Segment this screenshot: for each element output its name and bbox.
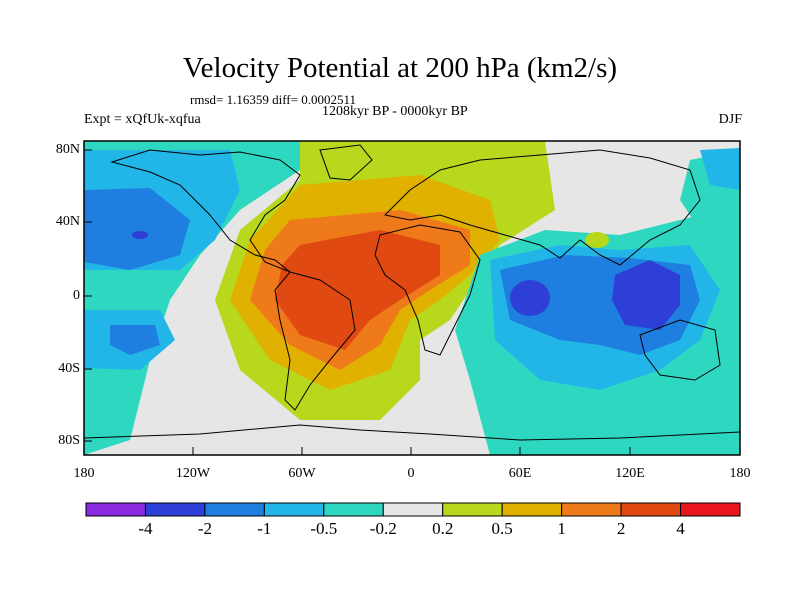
colorbar-swatch bbox=[501, 502, 563, 517]
map-frame bbox=[83, 140, 741, 456]
colorbar-swatch bbox=[323, 502, 384, 517]
colorbar-swatch bbox=[263, 502, 325, 517]
lon-tick-180e: 180 bbox=[729, 466, 751, 481]
north-pacific-blue bbox=[84, 188, 190, 270]
colorbar-label: -0.5 bbox=[310, 519, 338, 538]
north-pacific-core bbox=[132, 231, 148, 239]
colorbar-swatch bbox=[561, 502, 622, 517]
maritime-continent-core bbox=[612, 260, 680, 330]
lon-tick-120e: 120E bbox=[615, 466, 645, 481]
australia-coast bbox=[639, 319, 721, 381]
atlantic-red-core bbox=[275, 230, 440, 350]
experiment-label: Expt = xQfUk-xqfua bbox=[84, 112, 201, 127]
india-positive-pocket bbox=[585, 232, 609, 248]
colorbar-swatch bbox=[204, 502, 265, 517]
lon-tick-60e: 60E bbox=[508, 466, 532, 481]
colorbar-label: 1 bbox=[557, 519, 566, 538]
lon-tick-0: 0 bbox=[407, 466, 415, 481]
contour-field bbox=[84, 141, 740, 455]
colorbar-label: 4 bbox=[676, 519, 685, 538]
lon-tick-120w: 120W bbox=[175, 466, 211, 481]
colorbar-label: 0.2 bbox=[432, 519, 454, 538]
africa-coast bbox=[374, 224, 481, 356]
lon-tick-180w: 180 bbox=[73, 466, 95, 481]
lat-tick-80s: 80S bbox=[58, 433, 80, 448]
coastlines bbox=[84, 144, 740, 441]
south-america-coast bbox=[274, 271, 356, 411]
greenland-coast bbox=[319, 144, 373, 181]
colorbar-swatch bbox=[382, 502, 444, 517]
lat-tick-40n: 40N bbox=[55, 214, 80, 229]
colorbar-label: 0.5 bbox=[491, 519, 513, 538]
season-label: DJF bbox=[718, 112, 742, 127]
colorbar-label: -1 bbox=[257, 519, 272, 538]
colorbar-swatch bbox=[442, 502, 503, 517]
colorbar-label: -2 bbox=[197, 519, 212, 538]
colorbar bbox=[85, 502, 741, 517]
lat-tick-40s: 40S bbox=[58, 361, 80, 376]
east-asia-cyan bbox=[700, 148, 740, 190]
north-america-coast bbox=[110, 149, 301, 273]
colorbar-swatch bbox=[85, 502, 146, 517]
lon-tick-60w: 60W bbox=[288, 466, 316, 481]
colorbar-label: -4 bbox=[138, 519, 153, 538]
colorbar-swatch bbox=[680, 502, 741, 517]
colorbar-label: 2 bbox=[616, 519, 626, 538]
lat-tick-80n: 80N bbox=[55, 142, 80, 157]
lat-tick-0: 0 bbox=[73, 288, 80, 303]
west-indian-core bbox=[510, 280, 550, 316]
colorbar-label: -0.2 bbox=[369, 519, 397, 538]
colorbar-swatch bbox=[620, 502, 682, 517]
tick-marks bbox=[83, 149, 741, 455]
antarctica-coast bbox=[84, 424, 740, 441]
eurasia-coast bbox=[383, 149, 701, 266]
south-pacific-blue bbox=[110, 325, 160, 355]
time-period-label: 1208kyr BP - 0000kyr BP bbox=[322, 104, 468, 119]
colorbar-swatch bbox=[144, 502, 206, 517]
map-title: Velocity Potential at 200 hPa (km2/s) bbox=[182, 52, 618, 84]
rmsd-diff-stats: rmsd= 1.16359 diff= 0.0002511 bbox=[190, 92, 356, 107]
